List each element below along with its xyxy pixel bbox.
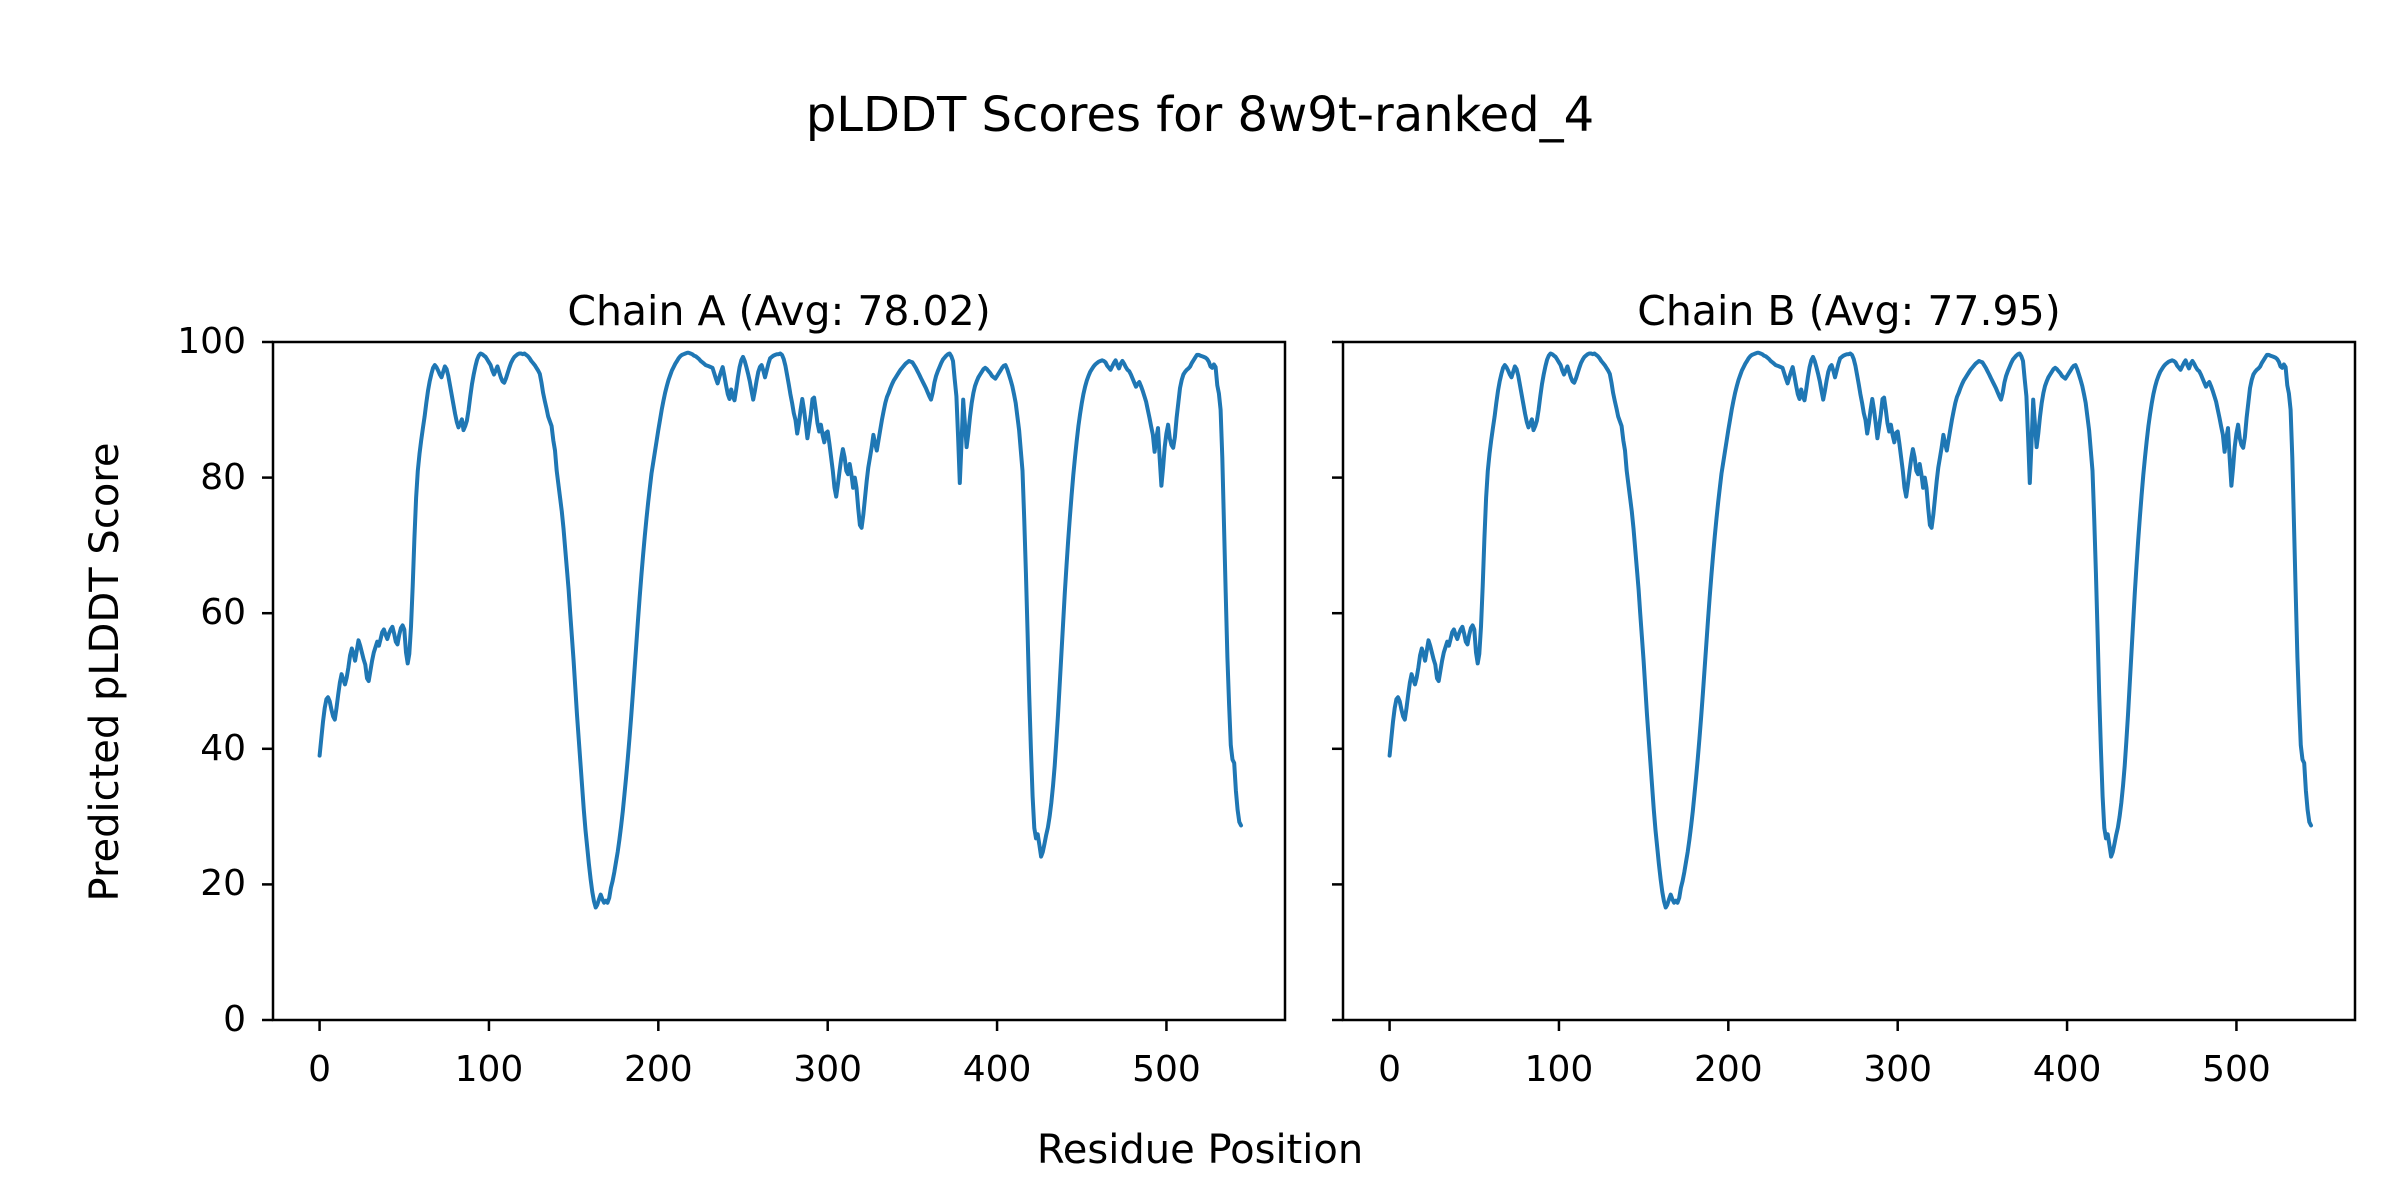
x-tick-label: 100 — [454, 1049, 524, 1090]
x-tick-label: 400 — [962, 1049, 1032, 1090]
y-tick-label: 20 — [200, 863, 246, 905]
plddt-line-chain-a — [317, 350, 1243, 910]
x-tick-label: 300 — [793, 1049, 863, 1090]
x-tick-label: 300 — [1863, 1049, 1933, 1090]
chain-a-title: Chain A (Avg: 78.02) — [567, 287, 991, 335]
x-tick-label: 500 — [2202, 1049, 2271, 1090]
y-tick-label: 40 — [200, 727, 246, 769]
x-tick-label: 200 — [623, 1049, 693, 1090]
y-tick-label: 60 — [200, 592, 246, 634]
x-tick-label: 500 — [1132, 1049, 1201, 1090]
chain-a-plot — [262, 340, 1287, 1031]
x-axis-label: Residue Position — [1036, 1127, 1364, 1173]
x-tick-label: 0 — [1378, 1049, 1402, 1090]
plot-frame — [1341, 340, 2357, 1022]
figure-title: pLDDT Scores for 8w9t-ranked_4 — [805, 87, 1595, 143]
plddt-line-chain-b — [1387, 350, 2313, 910]
x-tick-label: 100 — [1524, 1049, 1594, 1090]
chain-b-plot — [1332, 340, 2357, 1031]
y-tick-label: 0 — [223, 999, 246, 1040]
chain-b-title: Chain B (Avg: 77.95) — [1637, 287, 2061, 335]
x-tick-label: 400 — [2032, 1049, 2102, 1090]
plot-frame — [271, 340, 1287, 1022]
x-tick-label: 0 — [308, 1049, 332, 1090]
y-tick-label: 80 — [200, 456, 246, 498]
y-tick-label: 100 — [177, 321, 246, 362]
x-tick-label: 200 — [1693, 1049, 1763, 1090]
